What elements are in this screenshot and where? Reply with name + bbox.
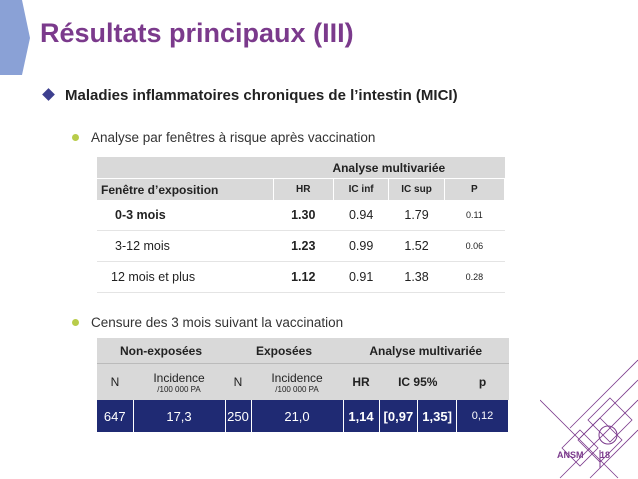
table1-col-p: P bbox=[444, 178, 506, 200]
censored-analysis-table: Non-exposées Exposées Analyse multivarié… bbox=[97, 338, 509, 432]
table1-group-header-row: Analyse multivariée bbox=[97, 157, 505, 179]
slide-title: Résultats principaux (III) bbox=[40, 18, 354, 48]
table1-p: 0.06 bbox=[444, 230, 505, 262]
main-bullet-text: Maladies inflammatoires chroniques de l’… bbox=[65, 87, 458, 104]
table1-window: 0-3 mois bbox=[97, 200, 274, 231]
table1-window: 12 mois et plus bbox=[97, 261, 274, 293]
table1-col-window: Fenêtre d’exposition bbox=[97, 178, 274, 200]
sub-bullet-b-text: Censure des 3 mois suivant la vaccinatio… bbox=[91, 315, 344, 330]
table2-col-incidence-label: Incidence bbox=[153, 370, 205, 385]
table-row: 3-12 mois 1.23 0.99 1.52 0.06 bbox=[97, 230, 505, 262]
table1-p: 0.11 bbox=[444, 200, 505, 231]
corner-decoration bbox=[0, 0, 30, 75]
table2-col-hr: HR bbox=[343, 363, 379, 400]
table2-col-incidence: Incidence /100 000 PA bbox=[251, 363, 343, 400]
table2-group-non-exposed: Non-exposées bbox=[97, 338, 225, 364]
sub-bullet-a: Analyse par fenêtres à risque après vacc… bbox=[72, 130, 375, 145]
table1-window: 3-12 mois bbox=[97, 230, 274, 262]
table2-group-header-row: Non-exposées Exposées Analyse multivarié… bbox=[97, 338, 509, 364]
table-row: 12 mois et plus 1.12 0.91 1.38 0.28 bbox=[97, 261, 505, 293]
table2-inc-exposed: 21,0 bbox=[251, 400, 344, 432]
table1-ic-sup: 1.38 bbox=[388, 261, 445, 293]
table2-n-non-exposed: 647 bbox=[97, 400, 134, 432]
table1-ic-sup: 1.79 bbox=[388, 200, 445, 231]
sub-bullet-a-text: Analyse par fenêtres à risque après vacc… bbox=[91, 130, 376, 145]
table2-col-n: N bbox=[97, 363, 133, 400]
table2-group-exposed: Exposées bbox=[225, 338, 343, 364]
table1-col-ic-inf: IC inf bbox=[333, 178, 390, 200]
table2-p: 0,12 bbox=[456, 400, 509, 432]
table-row: 647 17,3 250 21,0 1,14 [0,97 1,35] 0,12 bbox=[97, 400, 509, 432]
table2-ic-high: 1,35] bbox=[417, 400, 457, 432]
table1-p: 0.28 bbox=[444, 261, 505, 293]
table2-col-n: N bbox=[225, 363, 251, 400]
dot-bullet-icon bbox=[72, 134, 79, 141]
footer-org: ANSM bbox=[557, 450, 584, 460]
decorative-lines bbox=[540, 359, 638, 479]
table2-group-analysis: Analyse multivariée bbox=[343, 338, 509, 364]
main-bullet: Maladies inflammatoires chroniques de l’… bbox=[42, 87, 458, 104]
sub-bullet-b: Censure des 3 mois suivant la vaccinatio… bbox=[72, 315, 343, 330]
table2-n-exposed: 250 bbox=[225, 400, 252, 432]
table2-column-header-row: N Incidence /100 000 PA N Incidence /100… bbox=[97, 363, 509, 400]
table-row: 0-3 mois 1.30 0.94 1.79 0.11 bbox=[97, 200, 505, 231]
table2-col-incidence: Incidence /100 000 PA bbox=[133, 363, 225, 400]
table1-hr: 1.23 bbox=[273, 230, 334, 262]
table1-ic-inf: 0.94 bbox=[333, 200, 389, 231]
table1-ic-inf: 0.99 bbox=[333, 230, 389, 262]
table2-inc-non-exposed: 17,3 bbox=[133, 400, 226, 432]
dot-bullet-icon bbox=[72, 319, 79, 326]
table1-ic-sup: 1.52 bbox=[388, 230, 445, 262]
table2-col-ic: IC 95% bbox=[379, 363, 457, 400]
table2-col-p: p bbox=[456, 363, 509, 400]
page-number: 18 bbox=[600, 450, 611, 460]
risk-window-table: Analyse multivariée Fenêtre d’exposition… bbox=[97, 157, 506, 293]
table1-col-ic-sup: IC sup bbox=[388, 178, 445, 200]
table2-col-incidence-label: Incidence bbox=[271, 370, 323, 385]
table1-hr: 1.30 bbox=[273, 200, 334, 231]
table2-hr: 1,14 bbox=[343, 400, 380, 432]
table2-col-incidence-unit: /100 000 PA bbox=[275, 384, 319, 394]
table2-ic-low: [0,97 bbox=[379, 400, 419, 432]
table1-hr: 1.12 bbox=[273, 261, 334, 293]
table1-column-header-row: Fenêtre d’exposition HR IC inf IC sup P bbox=[97, 178, 506, 200]
table1-col-hr: HR bbox=[273, 178, 334, 200]
table1-group-header: Analyse multivariée bbox=[273, 157, 505, 179]
table1-ic-inf: 0.91 bbox=[333, 261, 389, 293]
table2-col-incidence-unit: /100 000 PA bbox=[157, 384, 201, 394]
diamond-bullet-icon bbox=[42, 88, 55, 101]
